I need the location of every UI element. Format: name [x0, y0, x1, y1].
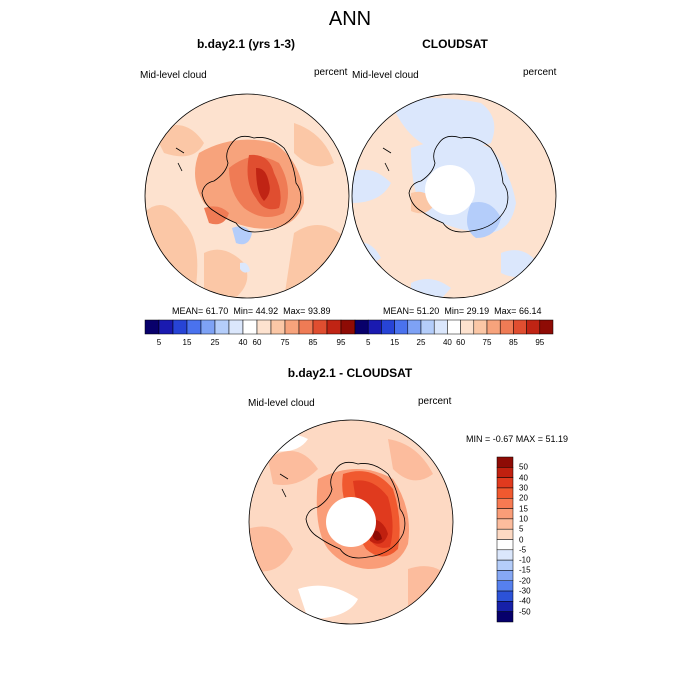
colorbar-swatch — [186, 319, 202, 335]
colorbar-swatch — [496, 590, 514, 602]
colorbar-tick-label: 40 — [238, 338, 248, 347]
colorbar-swatch — [340, 319, 356, 335]
colorbar-tick-label: -40 — [519, 596, 531, 606]
colorbar-swatch — [496, 528, 514, 540]
colorbar-swatch — [298, 319, 314, 335]
diff-units: percent — [418, 396, 452, 407]
panel-1-polar-map — [144, 93, 350, 299]
panel-1-colorbar — [144, 319, 356, 335]
colorbar-tick-label: 5 — [156, 338, 162, 347]
colorbar-tick-label: 30 — [519, 483, 528, 493]
colorbar-tick-label: 5 — [365, 338, 371, 347]
colorbar-swatch — [499, 319, 514, 335]
panel-1-units: percent — [314, 67, 348, 78]
colorbar-swatch — [496, 539, 514, 551]
panel-1-variable: Mid-level cloud — [140, 70, 207, 81]
colorbar-tick-label: -5 — [519, 545, 527, 555]
diff-minmax: MIN = -0.67 MAX = 51.19 — [466, 434, 569, 444]
colorbar-swatch — [496, 508, 514, 520]
colorbar-swatch — [486, 319, 501, 335]
colorbar-tick-label: 25 — [416, 338, 426, 347]
colorbar-swatch — [420, 319, 435, 335]
colorbar-swatch — [158, 319, 174, 335]
diff-variable: Mid-level cloud — [248, 398, 315, 409]
colorbar-tick-label: 95 — [535, 338, 545, 347]
colorbar-swatch — [496, 559, 514, 571]
colorbar-tick-label: 20 — [519, 493, 528, 503]
colorbar-tick-label: -50 — [519, 607, 531, 617]
colorbar-swatch — [381, 319, 395, 335]
colorbar-swatch — [214, 319, 230, 335]
colorbar-swatch — [172, 319, 188, 335]
diff-colorbar — [496, 456, 514, 623]
colorbar-tick-label: -15 — [519, 565, 531, 575]
colorbar-tick-label: 95 — [336, 338, 346, 347]
colorbar-swatch — [526, 319, 541, 335]
colorbar-tick-label: 15 — [519, 504, 528, 514]
colorbar-swatch — [513, 319, 527, 335]
colorbar-tick-label: 50 — [519, 462, 528, 472]
panel-1-title: b.day2.1 (yrs 1-3) — [196, 37, 296, 51]
colorbar-swatch — [312, 319, 328, 335]
colorbar-swatch — [460, 319, 475, 335]
colorbar-swatch — [394, 319, 409, 335]
colorbar-swatch — [326, 319, 342, 335]
panel-2-stats: MEAN= 51.20 Min= 29.19 Max= 66.14 — [383, 306, 542, 316]
figure-title: ANN — [328, 8, 372, 30]
colorbar-tick-label: -20 — [519, 576, 531, 586]
colorbar-tick-label: 60 — [456, 338, 466, 347]
panel-2-variable: Mid-level cloud — [352, 70, 419, 81]
colorbar-tick-label: 40 — [519, 473, 528, 483]
colorbar-swatch — [473, 319, 488, 335]
panel-2-polar-map — [351, 93, 557, 299]
colorbar-tick-label: -30 — [519, 586, 531, 596]
colorbar-tick-label: 75 — [280, 338, 290, 347]
colorbar-tick-label: 60 — [252, 338, 262, 347]
panel-2-colorbar — [354, 319, 554, 335]
colorbar-tick-label: -10 — [519, 555, 531, 565]
colorbar-tick-label: 0 — [519, 535, 524, 544]
colorbar-swatch — [284, 319, 300, 335]
colorbar-tick-label: 15 — [182, 338, 192, 347]
colorbar-swatch — [496, 580, 514, 592]
diff-polar-map — [248, 419, 454, 625]
colorbar-swatch — [496, 477, 514, 489]
panel-2-title: CLOUDSAT — [422, 37, 488, 51]
colorbar-swatch — [496, 456, 514, 468]
colorbar-swatch — [496, 498, 514, 509]
colorbar-tick-label: 85 — [308, 338, 318, 347]
colorbar-swatch — [496, 467, 514, 478]
colorbar-swatch — [228, 319, 244, 335]
colorbar-swatch — [242, 319, 258, 335]
colorbar-tick-label: 85 — [508, 338, 518, 347]
colorbar-swatch — [496, 487, 514, 499]
colorbar-swatch — [496, 601, 514, 612]
colorbar-tick-label: 10 — [519, 514, 528, 524]
diff-title: b.day2.1 - CLOUDSAT — [287, 366, 413, 380]
colorbar-tick-label: 25 — [210, 338, 220, 347]
colorbar-swatch — [200, 319, 216, 335]
colorbar-swatch — [270, 319, 286, 335]
colorbar-swatch — [496, 549, 514, 561]
colorbar-swatch — [496, 611, 514, 623]
colorbar-swatch — [539, 319, 554, 335]
colorbar-tick-label: 5 — [519, 524, 524, 534]
colorbar-swatch — [496, 570, 514, 581]
colorbar-swatch — [407, 319, 422, 335]
panel-2-units: percent — [523, 67, 557, 78]
colorbar-swatch — [447, 319, 461, 335]
colorbar-tick-label: 75 — [482, 338, 492, 347]
panel-1-stats: MEAN= 61.70 Min= 44.92 Max= 93.89 — [172, 306, 331, 316]
colorbar-tick-label: 15 — [390, 338, 400, 347]
colorbar-swatch — [496, 518, 514, 530]
colorbar-tick-label: 40 — [442, 338, 452, 347]
colorbar-swatch — [433, 319, 448, 335]
colorbar-swatch — [367, 319, 382, 335]
colorbar-swatch — [354, 319, 369, 335]
colorbar-swatch — [144, 319, 160, 335]
colorbar-swatch — [256, 319, 272, 335]
